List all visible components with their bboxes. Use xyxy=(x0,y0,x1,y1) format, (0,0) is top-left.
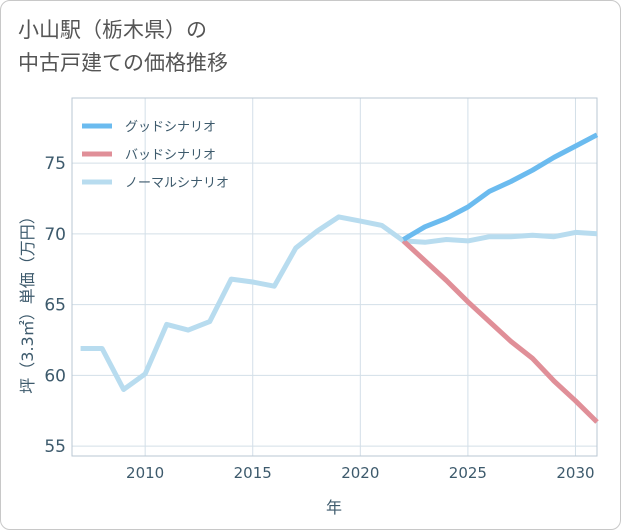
legend-label-2: バッドシナリオ xyxy=(125,148,216,163)
y-tick-label-55: 55 xyxy=(44,437,66,457)
y-tick-label-70: 70 xyxy=(44,225,66,245)
x-tick-label-2030: 2030 xyxy=(556,464,594,482)
y-tick-label-65: 65 xyxy=(44,296,66,316)
x-axis-label: 年 xyxy=(326,498,342,517)
x-tick-labels: 2010 2015 2020 2025 2030 xyxy=(126,464,595,482)
x-tick-label-2025: 2025 xyxy=(449,464,487,482)
chart-title: 小山駅（栃木県）の 中古戸建ての価格推移 xyxy=(18,14,228,80)
legend-label-3: ノーマルシナリオ xyxy=(125,176,229,191)
x-tick-label-2015: 2015 xyxy=(234,464,272,482)
title-line-2: 中古戸建ての価格推移 xyxy=(18,51,228,75)
x-tick-label-2020: 2020 xyxy=(341,464,379,482)
title-line-1: 小山駅（栃木県）の xyxy=(18,18,207,42)
legend-label-1: グッドシナリオ xyxy=(125,120,216,135)
series-line-2 xyxy=(401,239,599,424)
y-axis-label: 坪（3.3㎡）単価（万円） xyxy=(18,208,37,393)
x-tick-label-2010: 2010 xyxy=(126,464,164,482)
y-tick-label-75: 75 xyxy=(44,154,66,174)
plot-area-border xyxy=(71,97,598,457)
y-tick-labels: 55 60 65 70 75 xyxy=(44,154,66,457)
series-line-1 xyxy=(402,132,599,242)
series-line-3 xyxy=(80,214,598,392)
y-tick-label-60: 60 xyxy=(44,366,66,386)
grid-lines xyxy=(72,98,597,456)
series-lines xyxy=(80,132,599,424)
